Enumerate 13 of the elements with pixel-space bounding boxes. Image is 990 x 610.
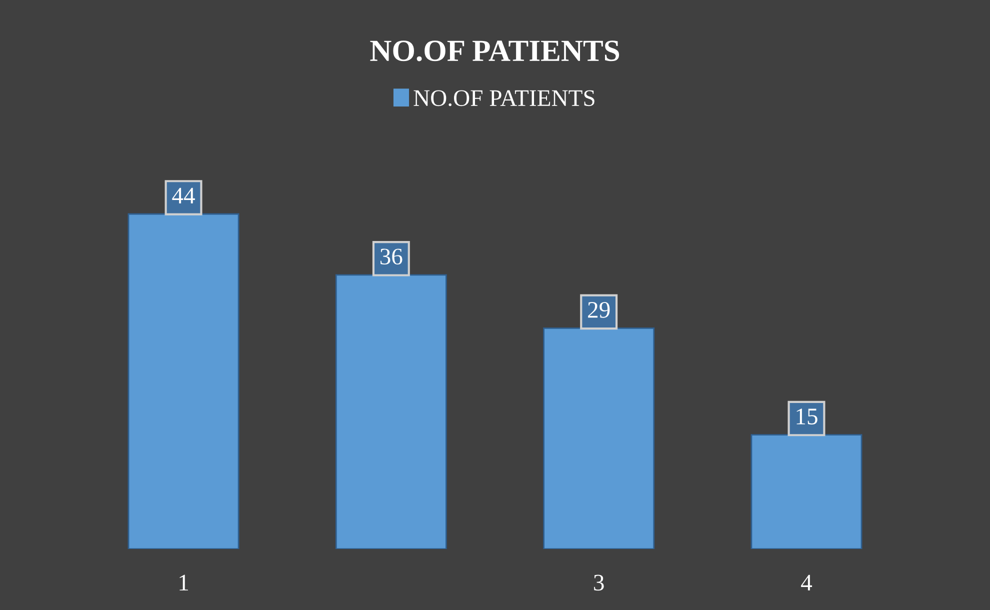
x-tick-label: 4 xyxy=(801,574,812,590)
data-label: 29 xyxy=(588,302,610,318)
bar xyxy=(543,328,655,549)
data-label: 44 xyxy=(172,188,195,204)
bar xyxy=(128,213,240,549)
bar xyxy=(335,274,447,549)
x-tick-label: 3 xyxy=(594,574,604,591)
x-tick-label: 1 xyxy=(180,574,188,590)
legend-label: NO.OF PATIENTS xyxy=(414,90,594,106)
data-label: 15 xyxy=(796,408,818,424)
bar xyxy=(750,434,862,549)
data-label: 36 xyxy=(380,248,402,265)
chart-title: NO.OF PATIENTS xyxy=(370,40,620,62)
